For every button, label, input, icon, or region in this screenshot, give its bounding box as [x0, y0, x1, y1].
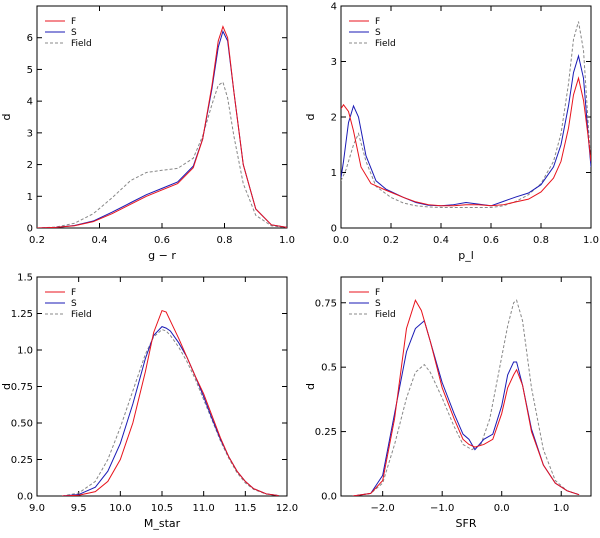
x-tick-label: 1.0 [553, 503, 569, 514]
legend-label-f: F [375, 17, 380, 27]
y-tick-label: 4 [27, 97, 33, 108]
x-axis-label: SFR [456, 517, 477, 530]
series-line-s [341, 53, 591, 207]
series-line-s [37, 30, 287, 228]
y-axis-label: d [0, 383, 13, 390]
legend-label-s: S [71, 28, 77, 38]
y-tick-label: 6 [27, 33, 33, 44]
series-line-f [352, 298, 580, 496]
y-tick-label: 0.0 [321, 492, 337, 503]
legend-label-field: Field [71, 39, 92, 49]
y-tick-label: 1.0 [17, 346, 33, 357]
x-tick-label: 0.2 [29, 235, 45, 246]
y-tick-label: 1 [27, 192, 33, 203]
legend-label-f: F [71, 288, 76, 298]
y-tick-label: 3 [27, 128, 33, 139]
x-tick-label: 0.8 [217, 235, 233, 246]
y-tick-label: 2 [331, 113, 337, 124]
chart-panel-3: 9.0 9.5 10.0 10.5 11.0 11.5 12.0 0.0 0.25 0.50 0.7… [0, 273, 298, 531]
plot-frame [340, 276, 592, 497]
x-tick-label: 11.5 [234, 503, 256, 514]
y-tick-label: 0.50 [11, 419, 33, 430]
y-tick-label: 1.5 [17, 273, 33, 284]
y-tick-label: 3 [331, 57, 337, 68]
legend-label-field: Field [71, 310, 92, 320]
x-tick-label: 9.5 [71, 503, 87, 514]
x-tick-label: 0.6 [483, 235, 499, 246]
x-tick-label: 0.0 [333, 235, 349, 246]
legend-label-s: S [375, 28, 381, 38]
y-tick-label: 0 [27, 224, 33, 235]
y-tick-label: 4 [331, 2, 337, 13]
legend-label-field: Field [375, 39, 396, 49]
x-tick-label: 0.2 [383, 235, 399, 246]
legend-label-field: Field [375, 310, 396, 320]
y-tick-label: 0.5 [321, 363, 337, 374]
series-line-field [61, 328, 279, 496]
y-axis-label: d [304, 383, 317, 390]
y-tick-label: 0.25 [11, 455, 33, 466]
series-line-field [341, 21, 591, 208]
y-tick-label: 0 [331, 224, 337, 235]
x-tick-label: −1.0 [430, 503, 454, 514]
x-axis-label: p_l [458, 249, 474, 262]
y-tick-label: 0.0 [17, 492, 33, 503]
y-tick-label: 2 [27, 160, 33, 171]
x-tick-label: 9.0 [29, 503, 45, 514]
x-axis-label: g − r [148, 249, 176, 262]
legend-label-f: F [375, 288, 380, 298]
x-axis-label: M_star [144, 517, 181, 530]
legend-label-s: S [375, 299, 381, 309]
y-tick-label: 0.75 [11, 382, 33, 393]
y-axis-label: d [0, 114, 13, 121]
y-tick-label: 0.75 [315, 298, 337, 309]
x-tick-label: 10.5 [151, 503, 173, 514]
x-tick-label: 0.4 [92, 235, 108, 246]
y-tick-label: 0.25 [315, 427, 337, 438]
series-line-field [352, 299, 580, 496]
x-tick-label: 0.8 [533, 235, 549, 246]
x-tick-label: −2.0 [371, 503, 395, 514]
series-line-f [341, 76, 591, 207]
x-tick-label: 1.0 [279, 235, 295, 246]
series-line-f [37, 25, 287, 228]
series-line-field [37, 81, 287, 228]
y-axis-label: d [304, 114, 317, 121]
x-tick-label: 1.0 [583, 235, 599, 246]
x-tick-label: 12.0 [276, 503, 298, 514]
series-line-f [61, 309, 279, 496]
legend-label-s: S [71, 299, 77, 309]
x-tick-label: 10.0 [109, 503, 131, 514]
y-tick-label: 1 [331, 168, 337, 179]
x-tick-label: 0.4 [433, 235, 449, 246]
legend-label-f: F [71, 17, 76, 27]
x-tick-label: 0.6 [154, 235, 170, 246]
y-tick-label: 1.25 [11, 309, 33, 320]
x-tick-label: 0.0 [494, 503, 510, 514]
series-line-s [61, 326, 279, 496]
x-tick-label: 11.0 [193, 503, 215, 514]
y-tick-label: 5 [27, 65, 33, 76]
